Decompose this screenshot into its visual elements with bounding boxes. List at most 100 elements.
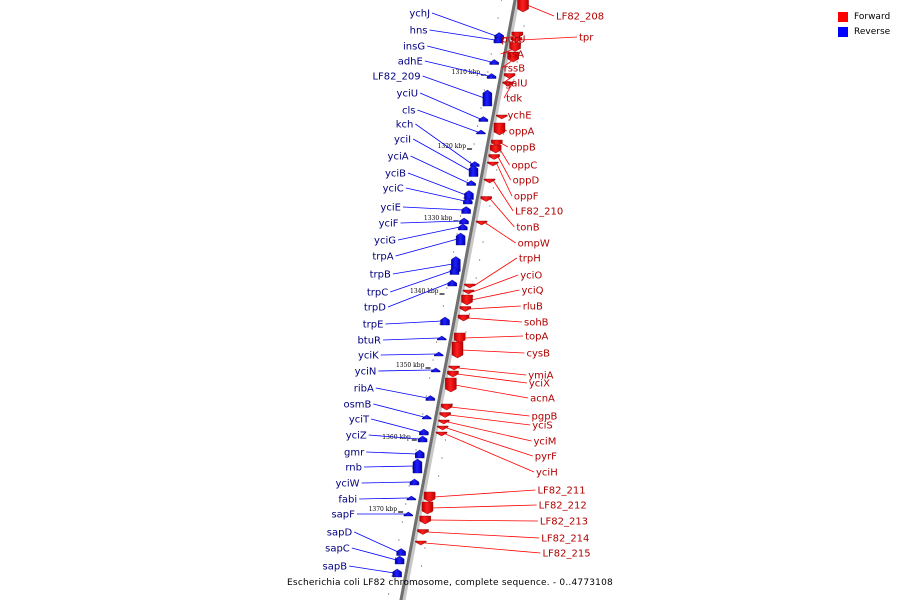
gene-arrow-ycis[interactable] [439,412,451,418]
gene-arrow-acna[interactable] [445,377,457,393]
gene-label-insg[interactable]: insG [403,42,425,53]
gene-label-yciw[interactable]: yciW [335,479,359,490]
gene-arrow-oppc[interactable] [489,144,502,154]
gene-label-yciz[interactable]: yciZ [346,431,367,442]
gene-arrow-trpd[interactable] [447,279,457,287]
gene-label-tdk[interactable]: tdk [506,94,522,105]
gene-label-osmb[interactable]: osmB [343,400,371,411]
gene-arrow-ycit[interactable] [419,428,429,436]
gene-arrow-oppb[interactable] [491,139,503,147]
gene-label-ycin[interactable]: yciN [355,367,377,378]
gene-arrow-lf82-212[interactable] [421,501,434,515]
gene-arrow-ymia[interactable] [448,365,460,371]
gene-label-sapb[interactable]: sapB [323,562,348,573]
gene-arrow-trpa[interactable] [455,232,466,246]
gene-arrow-oppd[interactable] [488,154,500,160]
gene-label-ymia[interactable]: ymiA [528,371,553,382]
gene-arrow-fabi[interactable] [406,495,417,501]
gene-label-ycib[interactable]: yciB [385,169,406,180]
gene-arrow-hns[interactable] [493,36,504,44]
gene-label-sapf[interactable]: sapF [331,510,355,521]
gene-arrow-trpc[interactable] [449,267,460,275]
gene-label-yche[interactable]: ychE [507,111,531,122]
gene-arrow-lf82-209[interactable] [482,89,493,107]
gene-label-puru[interactable]: purU [501,35,525,46]
gene-arrow-kch[interactable] [470,161,480,167]
gene-label-trph[interactable]: trpH [519,254,541,265]
gene-label-oppf[interactable]: oppF [514,192,539,203]
gene-label-ychj[interactable]: ychJ [409,9,430,20]
gene-label-tpr[interactable]: tpr [579,33,594,44]
gene-label-adhe[interactable]: adhE [398,57,423,68]
gene-arrow-ycib[interactable] [464,190,474,200]
gene-arrow-cysb[interactable] [451,341,464,359]
gene-arrow-yciq[interactable] [461,294,473,306]
gene-label-acna[interactable]: acnA [530,394,555,405]
gene-arrow-ycig[interactable] [458,223,468,231]
gene-arrow-pyrf[interactable] [436,425,449,431]
gene-label-lf82-211[interactable]: LF82_211 [537,486,585,497]
gene-label-topa[interactable]: topA [525,332,548,343]
gene-arrow-sapf[interactable] [403,511,414,517]
gene-arrow-ycin[interactable] [431,367,441,373]
gene-label-ycit[interactable]: yciT [349,415,370,426]
gene-label-ycim[interactable]: yciM [534,437,557,448]
gene-arrow-oppa[interactable] [493,122,506,136]
gene-arrow-pgpb[interactable] [440,403,453,411]
gene-label-lf82-208[interactable]: LF82_208 [556,12,604,23]
gene-label-gmr[interactable]: gmr [344,448,365,459]
gene-arrow-adhe[interactable] [486,73,497,79]
gene-label-pyrf[interactable]: pyrF [535,452,557,463]
gene-arrow-sapd[interactable] [396,548,406,556]
gene-label-yciq[interactable]: yciQ [521,286,543,297]
gene-label-ompw[interactable]: ompW [518,239,550,250]
gene-arrow-riba[interactable] [425,395,436,401]
gene-label-pgpb[interactable]: pgpB [532,412,558,423]
gene-arrow-puru[interactable] [511,31,524,39]
gene-label-ycik[interactable]: yciK [358,351,379,362]
gene-label-oppd[interactable]: oppD [513,176,540,187]
gene-arrow-osmb[interactable] [422,414,432,420]
gene-arrow-lf82-210[interactable] [483,178,496,184]
gene-label-ycio[interactable]: yciO [520,271,542,282]
gene-arrow-sapc[interactable] [394,555,405,565]
gene-arrow-sohb[interactable] [457,314,470,322]
gene-label-lf82-212[interactable]: LF82_212 [539,501,587,512]
gene-label-rssa[interactable]: rssA [503,50,525,61]
gene-arrow-tpr[interactable] [510,37,523,43]
gene-arrow-ycik[interactable] [434,351,444,357]
gene-arrow-rnb[interactable] [412,458,423,474]
gene-arrow-ompw[interactable] [475,220,488,226]
gene-label-ycii[interactable]: yciI [394,135,411,146]
gene-arrow-rssb[interactable] [507,51,519,63]
gene-arrow-tdk[interactable] [502,81,514,87]
gene-label-lf82-215[interactable]: LF82_215 [542,549,590,560]
gene-label-lf82-213[interactable]: LF82_213 [540,517,588,528]
gene-arrow-ycif[interactable] [459,217,469,225]
gene-label-ycic[interactable]: yciC [383,184,404,195]
gene-arrow-lf82-208[interactable] [517,0,529,13]
gene-label-ycif[interactable]: yciF [379,219,399,230]
gene-label-rssb[interactable]: rssB [504,64,526,75]
gene-label-riba[interactable]: ribA [354,384,374,395]
gene-arrow-ycie[interactable] [461,206,471,214]
gene-arrow-galu[interactable] [503,73,516,79]
gene-arrow-trpe[interactable] [440,316,450,326]
gene-arrow-ycia[interactable] [466,180,476,186]
gene-arrow-insg[interactable] [489,59,499,65]
gene-arrow-sapb[interactable] [392,568,402,578]
gene-label-galu[interactable]: galU [505,79,528,90]
gene-arrow-ycix[interactable] [447,370,459,378]
gene-arrow-yche[interactable] [496,114,508,120]
gene-arrow-cls[interactable] [476,129,486,135]
gene-label-trpe[interactable]: trpE [363,320,384,331]
gene-arrow-tonb[interactable] [480,196,492,202]
gene-arrow-lf82-213[interactable] [419,515,431,525]
gene-label-ycig[interactable]: yciG [374,236,396,247]
gene-arrow-ycim[interactable] [438,419,450,425]
gene-arrow-yciu[interactable] [478,116,489,122]
gene-label-ycie[interactable]: yciE [380,203,401,214]
gene-label-sapd[interactable]: sapD [327,528,353,539]
gene-arrow-ycic[interactable] [463,197,473,205]
gene-arrow-lf82-215[interactable] [415,540,427,546]
